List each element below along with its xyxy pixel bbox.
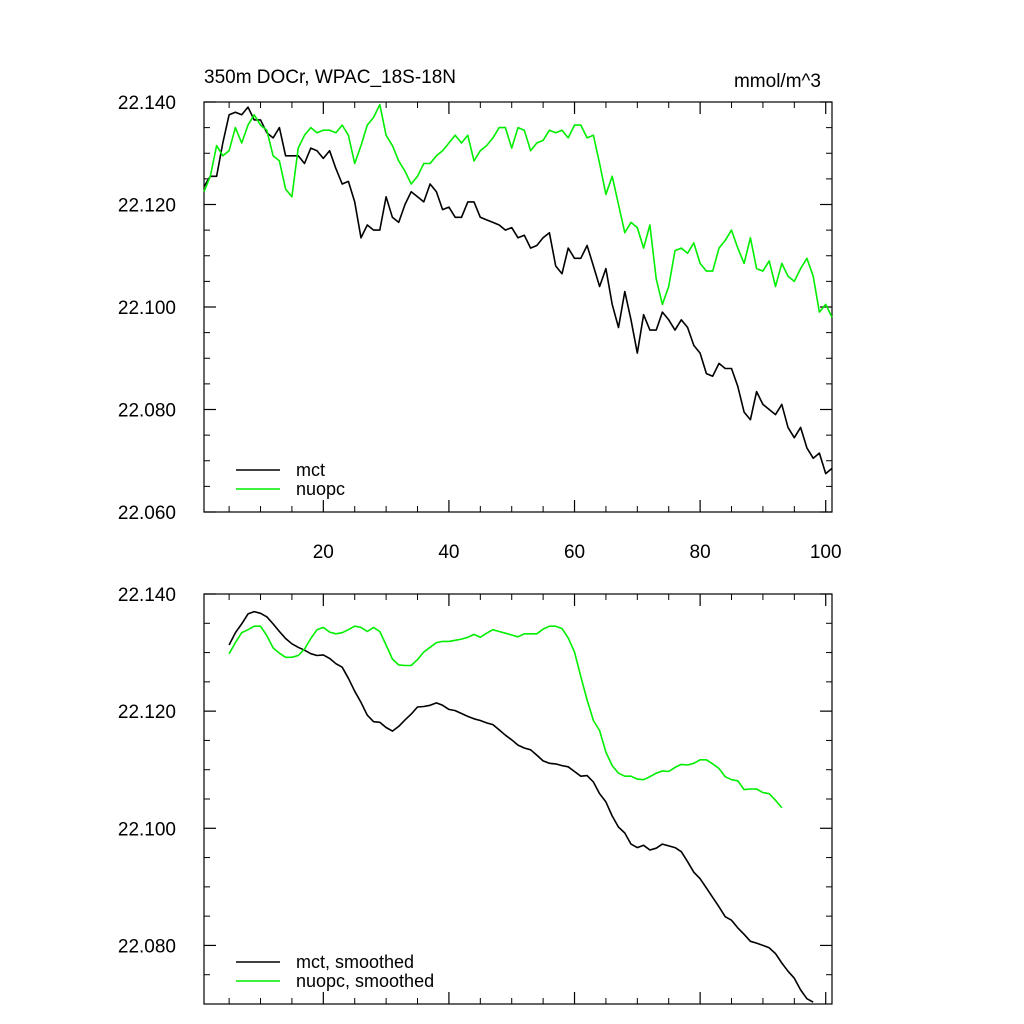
y-tick-label: 22.080: [118, 401, 176, 422]
chart-units: mmol/m^3: [734, 71, 821, 92]
top-panel: 22.060 22.080 22.100 22.120 22.140 20 40 60 80 10…: [118, 93, 842, 563]
legend-label: mct, smoothed: [296, 952, 414, 972]
series-line-nuopc: [203, 103, 833, 318]
x-tick-label: 40: [438, 542, 459, 563]
legend-label: nuopc: [296, 479, 345, 499]
x-tick-label: 80: [690, 542, 711, 563]
legend-label: mct: [296, 460, 325, 480]
y-tick-label: 22.060: [118, 503, 176, 524]
x-tick-label: 60: [564, 542, 585, 563]
y-tick-label: 22.100: [118, 819, 176, 840]
series-line-mct-smoothed: [228, 610, 814, 1003]
chart-title: 350m DOCr, WPAC_18S-18N: [204, 67, 456, 88]
x-tick-label: 100: [810, 542, 842, 563]
y-tick-label: 22.120: [118, 702, 176, 723]
y-tick-label: 22.100: [118, 298, 176, 319]
y-tick-label: 22.080: [118, 936, 176, 957]
plot-frame: [203, 101, 833, 513]
series-line-nuopc-smoothed: [228, 625, 783, 809]
y-tick-label: 22.140: [118, 93, 176, 114]
y-tick-label: 22.120: [118, 196, 176, 217]
y-tick-label: 22.140: [118, 585, 176, 606]
x-tick-label: 20: [313, 542, 334, 563]
legend-label: nuopc, smoothed: [296, 971, 434, 991]
bottom-panel: 22.080 22.100 22.120 22.140 mct, smoothednuo…: [118, 585, 833, 1005]
series-line-mct: [203, 106, 833, 475]
